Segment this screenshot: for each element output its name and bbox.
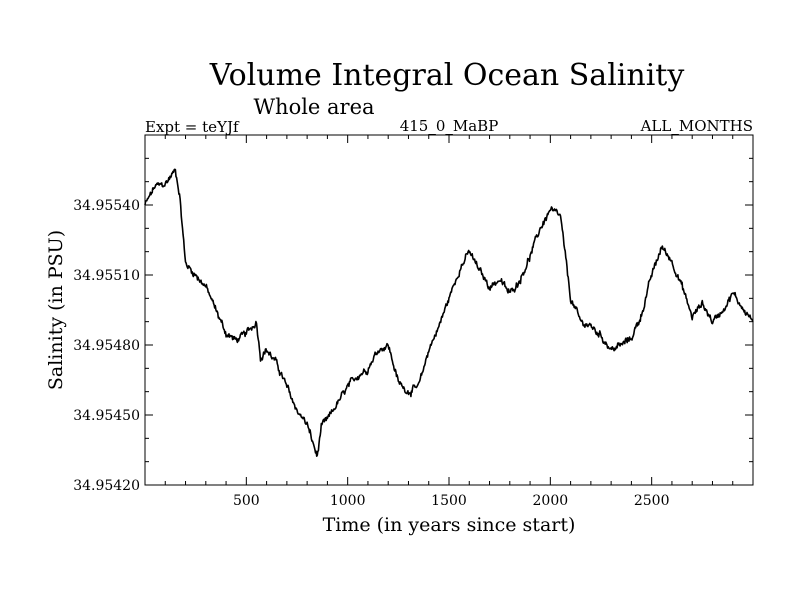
y-axis-label: Salinity (in PSU) xyxy=(45,230,67,390)
y-tick-label: 34.95450 xyxy=(73,408,140,424)
plot-frame xyxy=(144,134,754,486)
run-label: 415_0_MaBP xyxy=(400,117,499,135)
y-tick-label: 34.95480 xyxy=(73,338,140,354)
axis-tick-labels: 500 1000 1500 2000 2500 34.95420 34.95450 34.95… xyxy=(73,198,669,509)
axis-ticks xyxy=(145,135,753,486)
salinity-series-line xyxy=(144,168,754,457)
y-tick-label: 34.95510 xyxy=(73,268,140,284)
x-tick-label: 1000 xyxy=(330,493,366,509)
x-axis-label: Time (in years since start) xyxy=(323,514,576,536)
y-tick-label: 34.95420 xyxy=(73,478,140,494)
experiment-label: Expt = teYJf xyxy=(145,118,240,136)
chart-title: Volume Integral Ocean Salinity xyxy=(209,58,685,93)
x-tick-label: 1500 xyxy=(431,493,467,509)
period-label: ALL_MONTHS xyxy=(640,117,753,135)
x-tick-label: 500 xyxy=(233,493,260,509)
x-tick-label: 2500 xyxy=(634,493,670,509)
x-tick-label: 2000 xyxy=(533,493,569,509)
chart-subtitle: Whole area xyxy=(253,95,374,119)
y-tick-label: 34.95540 xyxy=(73,198,140,214)
